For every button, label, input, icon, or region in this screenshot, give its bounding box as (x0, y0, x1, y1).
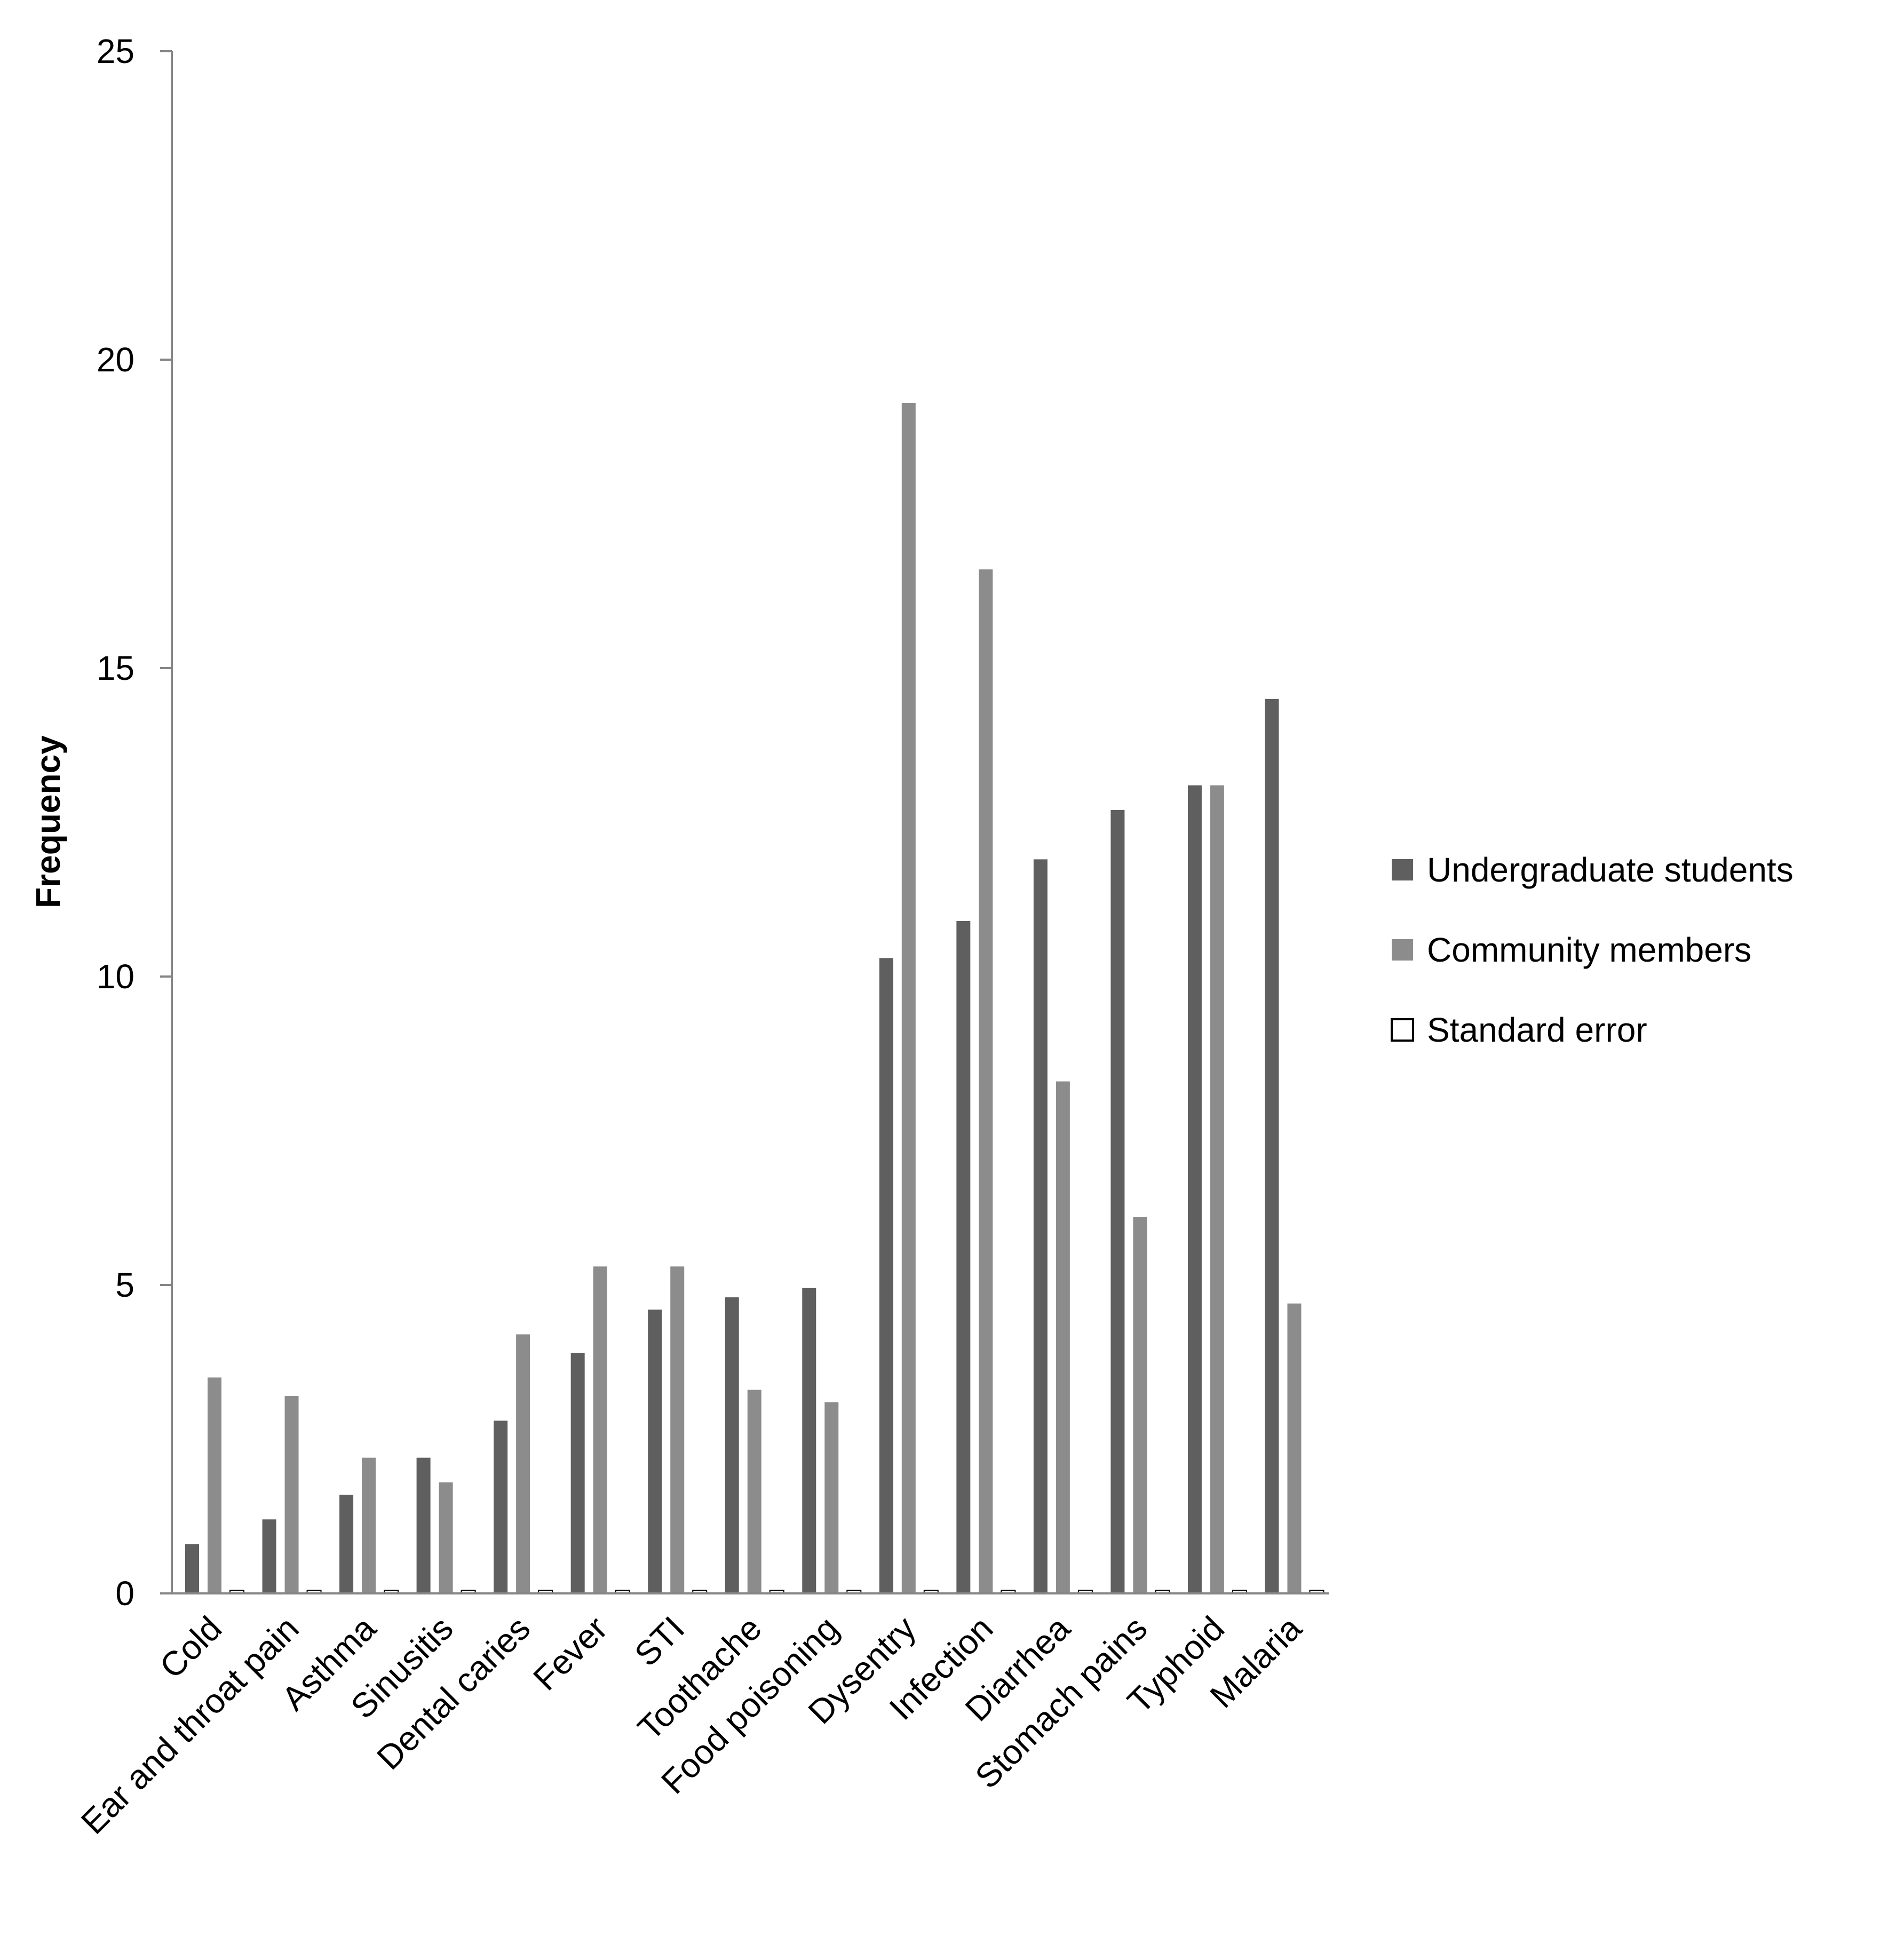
bar-community-members (824, 1402, 839, 1593)
bar-community-members (747, 1390, 761, 1593)
y-tick-label: 10 (97, 957, 134, 996)
bar-undergraduate-students (570, 1353, 585, 1593)
bar-undergraduate-students (648, 1310, 662, 1593)
bar-community-members (1287, 1303, 1302, 1593)
bar-community-members (901, 402, 916, 1594)
bar-undergraduate-students (802, 1288, 816, 1593)
bar-undergraduate-students (185, 1544, 199, 1593)
y-axis: 0 5 10 15 20 25 (97, 32, 173, 1613)
bar-community-members (670, 1266, 685, 1593)
legend-swatch (1391, 1018, 1414, 1042)
y-tick-label: 20 (97, 340, 134, 379)
y-tick-label: 15 (97, 649, 134, 687)
bar-undergraduate-students (1110, 810, 1125, 1593)
y-tick-label: 0 (115, 1574, 134, 1613)
y-tick-label: 5 (115, 1266, 134, 1304)
x-tick-label: STI (627, 1609, 692, 1673)
bar-undergraduate-students (1187, 785, 1202, 1593)
bar-community-members (1210, 785, 1224, 1593)
bar-community-members (516, 1334, 530, 1593)
bar-community-members (284, 1396, 299, 1593)
bar-community-members (593, 1266, 607, 1593)
bars (185, 402, 1324, 1594)
bar-undergraduate-students (416, 1457, 431, 1593)
bar-undergraduate-students (879, 958, 893, 1593)
legend-label: Undergraduate students (1427, 851, 1794, 889)
legend-label: Community members (1427, 931, 1751, 969)
x-tick-label: Fever (526, 1609, 615, 1698)
bar-undergraduate-students (725, 1297, 739, 1593)
bar-undergraduate-students (1033, 859, 1048, 1593)
y-axis-title: Frequency (29, 735, 67, 908)
y-tick-label: 25 (97, 32, 134, 70)
bar-community-members (208, 1377, 221, 1593)
bar-undergraduate-students (262, 1519, 276, 1593)
bar-community-members (362, 1457, 376, 1593)
bar-undergraduate-students (1265, 699, 1279, 1593)
bar-undergraduate-students (494, 1421, 508, 1593)
bar-community-members (979, 569, 993, 1593)
bar-undergraduate-students (339, 1495, 354, 1593)
legend-swatch (1392, 939, 1413, 961)
bar-community-members (1133, 1217, 1147, 1593)
legend: Undergraduate students Community members S… (1391, 851, 1794, 1049)
legend-label: Standard error (1427, 1011, 1647, 1049)
bar-undergraduate-students (956, 921, 971, 1593)
bar-community-members (1056, 1081, 1070, 1593)
legend-swatch (1392, 859, 1413, 880)
bar-community-members (439, 1482, 453, 1593)
